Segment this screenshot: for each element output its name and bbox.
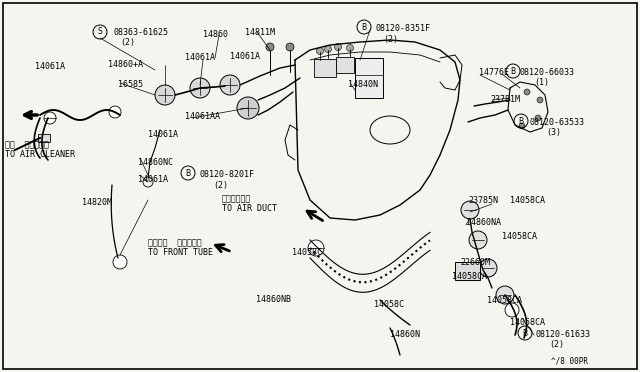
Circle shape	[113, 255, 127, 269]
Text: エア  クリーナヘ: エア クリーナヘ	[5, 140, 49, 149]
Circle shape	[220, 75, 240, 95]
Text: 22660M: 22660M	[460, 258, 490, 267]
Circle shape	[317, 48, 323, 55]
Text: 14058CA: 14058CA	[452, 272, 487, 281]
Text: 08120-63533: 08120-63533	[530, 118, 585, 127]
Text: 08120-8351F: 08120-8351F	[375, 24, 430, 33]
Circle shape	[266, 43, 274, 51]
Circle shape	[335, 44, 342, 51]
Text: 14860NB: 14860NB	[256, 295, 291, 304]
Circle shape	[479, 259, 497, 277]
Text: 14061A: 14061A	[148, 130, 178, 139]
FancyBboxPatch shape	[336, 57, 354, 73]
Text: 14061A: 14061A	[35, 62, 65, 71]
Text: (2): (2)	[549, 340, 564, 349]
FancyBboxPatch shape	[455, 262, 480, 280]
Text: 23785N: 23785N	[468, 196, 498, 205]
Circle shape	[519, 123, 525, 129]
Circle shape	[190, 78, 210, 98]
Text: 08120-66033: 08120-66033	[519, 68, 574, 77]
Text: TO AIR DUCT: TO AIR DUCT	[222, 204, 277, 213]
Text: B: B	[186, 169, 191, 177]
Text: 14860NC: 14860NC	[138, 158, 173, 167]
Text: 14860+A: 14860+A	[108, 60, 143, 69]
Text: 14058CA: 14058CA	[502, 232, 537, 241]
Text: 14776E: 14776E	[479, 68, 509, 77]
Circle shape	[535, 115, 541, 121]
Text: 14058C: 14058C	[292, 248, 322, 257]
Circle shape	[537, 97, 543, 103]
Text: 14811M: 14811M	[245, 28, 275, 37]
Text: 14061A: 14061A	[185, 53, 215, 62]
Circle shape	[109, 106, 121, 118]
Text: 08120-61633: 08120-61633	[535, 330, 590, 339]
Circle shape	[155, 85, 175, 105]
Text: 08363-61625: 08363-61625	[113, 28, 168, 37]
Text: フロント  チューブヘ: フロント チューブヘ	[148, 238, 202, 247]
Text: 14061AA: 14061AA	[185, 112, 220, 121]
Text: TO AIR CLEANER: TO AIR CLEANER	[5, 150, 75, 159]
Text: B: B	[511, 67, 516, 76]
Text: 14840N: 14840N	[348, 80, 378, 89]
Text: S: S	[98, 28, 102, 36]
Text: 14860NA: 14860NA	[466, 218, 501, 227]
Circle shape	[237, 97, 259, 119]
Text: 14061A: 14061A	[138, 175, 168, 184]
Circle shape	[308, 240, 324, 256]
Text: (3): (3)	[546, 128, 561, 137]
Circle shape	[469, 231, 487, 249]
Circle shape	[461, 201, 479, 219]
Text: (2): (2)	[213, 181, 228, 190]
Text: 14061A: 14061A	[230, 52, 260, 61]
Text: B: B	[522, 328, 527, 337]
FancyBboxPatch shape	[38, 134, 50, 142]
Text: ^/8 00PR: ^/8 00PR	[551, 357, 588, 366]
Text: 14860: 14860	[203, 30, 228, 39]
Circle shape	[346, 45, 353, 51]
Text: 23781M: 23781M	[490, 95, 520, 104]
Circle shape	[496, 286, 514, 304]
FancyBboxPatch shape	[314, 59, 336, 77]
Text: 14058CA: 14058CA	[510, 318, 545, 327]
Text: (2): (2)	[120, 38, 135, 47]
Text: 14058CA: 14058CA	[487, 296, 522, 305]
Text: (1): (1)	[534, 78, 549, 87]
Text: B: B	[518, 116, 524, 125]
Circle shape	[505, 303, 519, 317]
Text: 14860N: 14860N	[390, 330, 420, 339]
Text: B: B	[362, 22, 367, 32]
Text: 16585: 16585	[118, 80, 143, 89]
Text: 08120-8201F: 08120-8201F	[200, 170, 255, 179]
Circle shape	[324, 45, 332, 52]
Text: 14058CA: 14058CA	[510, 196, 545, 205]
Text: TO FRONT TUBE: TO FRONT TUBE	[148, 248, 213, 257]
Text: 14058C: 14058C	[374, 300, 404, 309]
Circle shape	[286, 43, 294, 51]
Text: エアダクトヘ: エアダクトヘ	[222, 194, 252, 203]
Text: (2): (2)	[383, 35, 398, 44]
FancyBboxPatch shape	[355, 58, 383, 98]
Circle shape	[44, 112, 56, 124]
Circle shape	[524, 89, 530, 95]
Text: 14820M: 14820M	[82, 198, 112, 207]
